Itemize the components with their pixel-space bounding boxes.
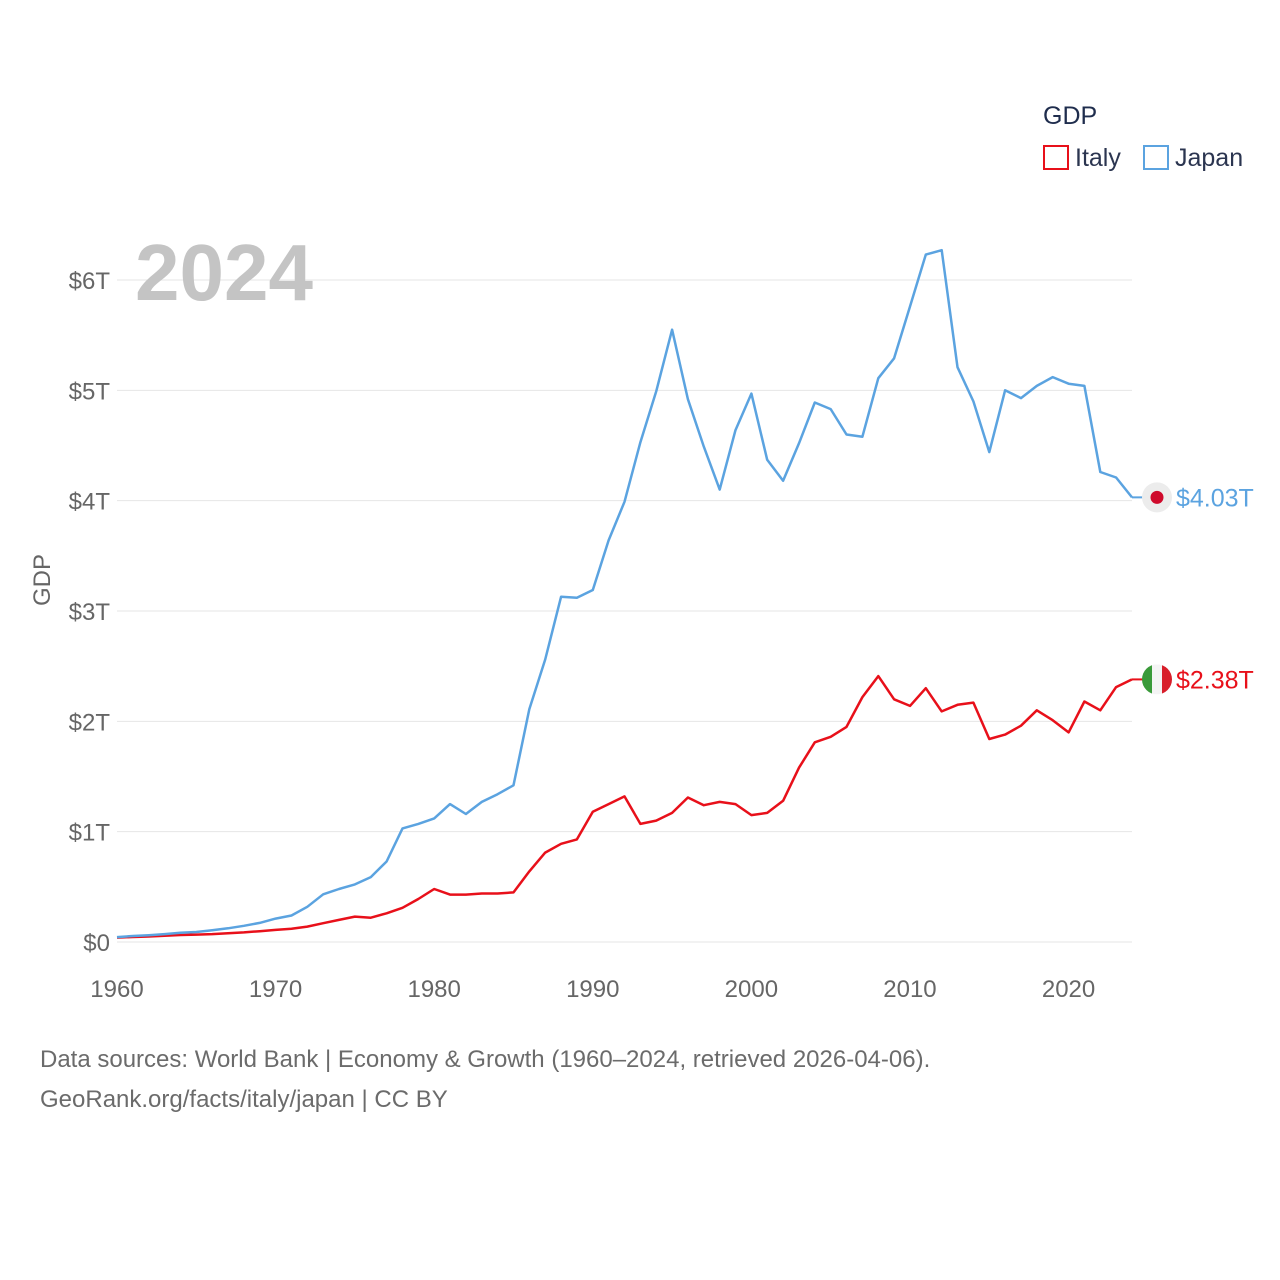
attribution-line: GeoRank.org/facts/italy/japan | CC BY (40, 1086, 448, 1113)
japan-flag-icon (1142, 482, 1172, 513)
data-source-footer: Data sources: World Bank | Economy & Gro… (40, 1040, 930, 1120)
series-endpoints: $2.38T $4.03T (1132, 482, 1254, 695)
legend: GDP Italy Japan (1043, 102, 1243, 172)
y-tick-label: $2T (69, 709, 111, 736)
gridlines (117, 279, 1132, 943)
y-tick-label: $3T (69, 599, 111, 626)
x-tick-label: 2000 (725, 976, 778, 1003)
legend-item-japan[interactable]: Japan (1143, 144, 1243, 172)
y-tick-label: $0 (83, 930, 110, 957)
x-tick-label: 2020 (1042, 976, 1095, 1003)
legend-item-italy[interactable]: Italy (1043, 144, 1121, 172)
y-tick-label: $6T (69, 268, 111, 295)
x-tick-label: 2010 (883, 976, 936, 1003)
legend-label-italy: Italy (1075, 144, 1121, 172)
y-tick-label: $4T (69, 489, 111, 516)
x-axis-ticks: 1960 1970 1980 1990 2000 2010 2020 (90, 976, 1095, 1003)
legend-swatch-japan (1143, 145, 1169, 170)
end-value-label-italy: $2.38T (1176, 666, 1254, 694)
legend-label-japan: Japan (1175, 144, 1243, 172)
x-tick-label: 1970 (249, 976, 302, 1003)
y-axis-ticks: $0 $1T $2T $3T $4T $5T $6T (69, 268, 111, 957)
year-label: 2024 (135, 228, 313, 317)
end-value-label-japan: $4.03T (1176, 484, 1254, 512)
legend-swatch-italy (1043, 145, 1069, 170)
source-line: Data sources: World Bank | Economy & Gro… (40, 1046, 931, 1073)
series-line-italy[interactable] (116, 674, 1133, 939)
series-lines (116, 248, 1133, 939)
x-tick-label: 1960 (90, 976, 143, 1003)
italy-flag-icon (1142, 664, 1172, 695)
y-tick-label: $1T (69, 820, 111, 847)
x-tick-label: 1990 (566, 976, 619, 1003)
legend-title: GDP (1043, 102, 1097, 130)
x-tick-label: 1980 (407, 976, 460, 1003)
y-tick-label: $5T (69, 378, 111, 405)
y-axis-title: GDP (29, 554, 56, 606)
series-line-japan[interactable] (116, 248, 1133, 939)
